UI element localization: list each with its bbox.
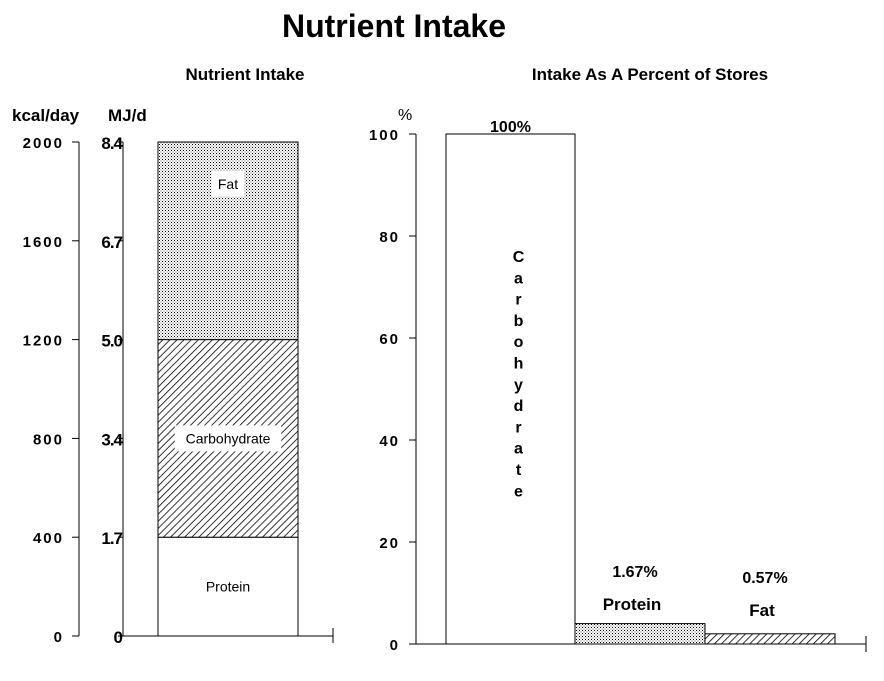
- kcal-tick-label: 800: [33, 431, 64, 448]
- category-label-letter: b: [514, 313, 524, 330]
- bar-fat: [704, 633, 836, 645]
- category-label-protein: Protein: [603, 595, 662, 614]
- mj-tick-label: 1.7: [101, 529, 122, 548]
- kcal-tick-label: 400: [33, 530, 64, 547]
- category-label-letter: a: [514, 441, 523, 458]
- kcal-tick-label: 1600: [23, 234, 64, 251]
- right-y-tick-label: 0: [390, 637, 400, 654]
- category-label-letter: a: [514, 270, 523, 287]
- mj-tick-label: 5.0: [101, 332, 122, 351]
- mj-tick-label: 8.4: [101, 134, 123, 153]
- bar-carbohydrate: [445, 133, 576, 645]
- data-label-protein: 1.67%: [612, 564, 657, 581]
- category-label-letter: h: [514, 356, 524, 373]
- category-label-letter: r: [515, 292, 521, 309]
- right-y-tick-label: 80: [379, 229, 400, 246]
- mj-tick-label: 3.4: [101, 430, 123, 449]
- data-label-carbohydrate: 100%: [490, 119, 531, 136]
- right-chart-title: Intake As A Percent of Stores: [532, 65, 768, 84]
- category-label-letter: d: [514, 398, 524, 415]
- category-label-letter: o: [514, 334, 524, 351]
- stacked-bar-segment-protein: [157, 536, 299, 637]
- data-label-fat: 0.57%: [742, 570, 787, 587]
- segment-label-background: [174, 425, 282, 452]
- kcal-tick-label: 0: [54, 629, 64, 646]
- right-y-tick-label: 100: [369, 127, 400, 144]
- mj-tick-label: 6.7: [101, 233, 122, 252]
- mj-tick-label: 0: [114, 628, 123, 647]
- segment-label-protein: Protein: [206, 579, 250, 595]
- kcal-tick-label: 1200: [23, 333, 64, 350]
- category-label-fat: Fat: [749, 601, 775, 620]
- segment-label-carbohydrate: Carbohydrate: [186, 430, 271, 446]
- right-y-tick-label: 40: [379, 433, 400, 450]
- category-label-letter: e: [514, 483, 523, 500]
- left-chart-title: Nutrient Intake: [185, 65, 304, 84]
- bar-protein: [574, 623, 706, 645]
- segment-label-background: [211, 170, 245, 197]
- right-y-tick-label: 20: [379, 535, 400, 552]
- kcal-tick-label: 2000: [23, 135, 64, 152]
- category-label-letter: r: [515, 419, 521, 436]
- left-y2-axis-label: MJ/d: [108, 106, 147, 125]
- right-y-tick-label: 60: [379, 331, 400, 348]
- right-y-axis-label: %: [398, 107, 412, 124]
- category-label-letter: C: [513, 249, 525, 266]
- category-label-letter: y: [514, 377, 523, 394]
- segment-label-fat: Fat: [218, 176, 238, 192]
- category-label-letter: t: [516, 462, 522, 479]
- page-title: Nutrient Intake: [282, 8, 506, 44]
- left-y-axis-label: kcal/day: [12, 106, 80, 125]
